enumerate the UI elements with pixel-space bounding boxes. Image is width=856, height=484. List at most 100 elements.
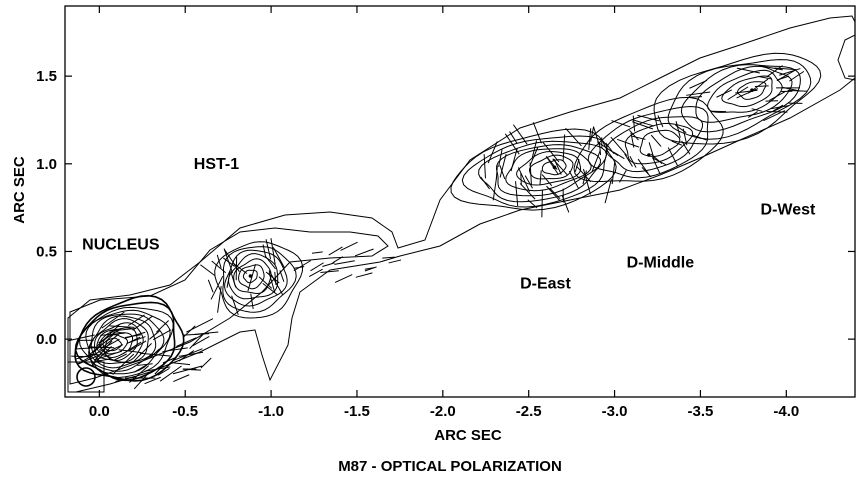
polarization-vector bbox=[613, 151, 625, 160]
y-tick-label: 0.5 bbox=[36, 243, 57, 260]
polarization-vector bbox=[231, 295, 239, 315]
polarization-vector bbox=[769, 90, 786, 101]
knot-center-marker bbox=[552, 165, 557, 170]
polarization-vector bbox=[211, 260, 227, 274]
x-tick-label: -2.0 bbox=[430, 403, 456, 420]
d-middle-contour bbox=[573, 96, 724, 183]
polarization-vector bbox=[671, 140, 683, 146]
polarization-vector bbox=[766, 110, 788, 113]
polarization-vector bbox=[100, 332, 125, 336]
polarization-vector bbox=[690, 96, 702, 98]
polarization-vector bbox=[689, 79, 708, 89]
polarization-vector bbox=[268, 272, 276, 293]
d-middle-contour bbox=[639, 129, 681, 157]
polarization-vector bbox=[629, 155, 637, 168]
polarization-vector bbox=[616, 138, 640, 148]
polarization-vector bbox=[93, 350, 123, 361]
polarization-vector bbox=[270, 238, 276, 265]
hst1-contour bbox=[242, 269, 258, 284]
polarization-vector bbox=[716, 89, 732, 98]
polarization-vector bbox=[541, 189, 543, 218]
polarization-vector bbox=[519, 183, 536, 200]
polarization-vector bbox=[598, 142, 602, 156]
polarization-vector bbox=[524, 175, 534, 189]
polarization-vector bbox=[611, 120, 631, 128]
polarization-vector bbox=[200, 357, 212, 369]
contour-layer bbox=[67, 15, 856, 393]
polarization-vector bbox=[154, 356, 172, 375]
x-axis: 0.0 -0.5 -1.0 -1.5 -2.0 -2.5 -3.0 -3.5 -4.0 bbox=[89, 6, 799, 420]
annotation-layer: NUCLEUS HST-1 D-East D-Middle D-West bbox=[82, 156, 816, 292]
polarization-vector bbox=[308, 268, 323, 277]
polarization-vector-layer bbox=[67, 65, 808, 390]
polarization-vector bbox=[162, 347, 188, 353]
y-axis: 0.0 0.5 1.0 1.5 bbox=[36, 68, 855, 348]
polarization-vector bbox=[328, 246, 343, 256]
polarization-vector bbox=[176, 337, 197, 347]
polarization-vector bbox=[751, 108, 763, 112]
polarization-vector bbox=[104, 338, 120, 349]
polarization-vector bbox=[149, 348, 160, 359]
polarization-vector bbox=[334, 260, 355, 265]
x-axis-label: ARC SEC bbox=[434, 427, 502, 444]
polarization-vector bbox=[483, 154, 486, 179]
x-tick-label: -0.5 bbox=[172, 403, 198, 420]
hst1-contour bbox=[224, 249, 288, 307]
polarization-vector bbox=[192, 335, 210, 347]
polarization-vector bbox=[183, 333, 210, 336]
polarization-vector bbox=[90, 345, 112, 367]
polarization-vector bbox=[632, 115, 636, 132]
polarization-vector bbox=[637, 158, 649, 174]
polarization-vector bbox=[262, 282, 278, 296]
polarization-vector bbox=[520, 173, 522, 186]
polarization-vector bbox=[178, 351, 204, 357]
polarization-vector bbox=[216, 254, 222, 268]
polarization-vector bbox=[499, 165, 506, 180]
polarization-vector bbox=[588, 128, 592, 150]
knot-center-marker bbox=[647, 153, 651, 157]
polarization-vector bbox=[126, 336, 141, 345]
polarization-vector bbox=[71, 355, 92, 358]
polarization-vector bbox=[631, 118, 655, 127]
polarization-vector bbox=[265, 256, 277, 270]
polarization-vector bbox=[492, 177, 498, 201]
polarization-vector bbox=[499, 153, 507, 178]
polarization-vector bbox=[552, 158, 568, 176]
polarization-vector bbox=[510, 147, 518, 172]
polarization-vector bbox=[112, 353, 135, 375]
polarization-vector bbox=[144, 366, 171, 372]
d-middle-contour bbox=[624, 122, 694, 165]
polarization-vector bbox=[149, 330, 160, 340]
hst1-contour bbox=[238, 264, 265, 290]
polarization-vector bbox=[789, 70, 805, 82]
polarization-vector bbox=[156, 320, 169, 333]
polarization-vector bbox=[157, 367, 170, 376]
polarization-vector bbox=[382, 256, 395, 259]
polarization-vector bbox=[541, 174, 553, 187]
x-tick-label: -1.0 bbox=[258, 403, 284, 420]
plot-frame bbox=[64, 5, 856, 398]
polarization-vector bbox=[258, 276, 273, 289]
polarization-vector bbox=[650, 134, 662, 147]
polarization-vector bbox=[532, 122, 542, 144]
polarization-vector bbox=[498, 149, 503, 167]
polarization-vector bbox=[624, 153, 633, 167]
polarization-vector bbox=[210, 275, 224, 300]
d-west-contour bbox=[653, 52, 822, 145]
polarization-vector bbox=[582, 168, 591, 195]
polarization-vector bbox=[94, 340, 113, 361]
polarization-vector bbox=[736, 67, 760, 74]
polarization-vector bbox=[568, 170, 580, 189]
beam-box bbox=[67, 361, 105, 393]
polarization-vector bbox=[777, 75, 790, 81]
x-tick-label: -4.0 bbox=[773, 403, 799, 420]
polarization-vector bbox=[233, 263, 248, 274]
polarization-vector bbox=[250, 293, 254, 309]
hst1-contour bbox=[222, 246, 297, 313]
polarization-vector bbox=[88, 346, 115, 349]
polarization-vector bbox=[604, 179, 612, 204]
polarization-vector bbox=[388, 259, 402, 264]
polarization-vector bbox=[109, 325, 135, 328]
d-west-contour bbox=[706, 69, 783, 113]
